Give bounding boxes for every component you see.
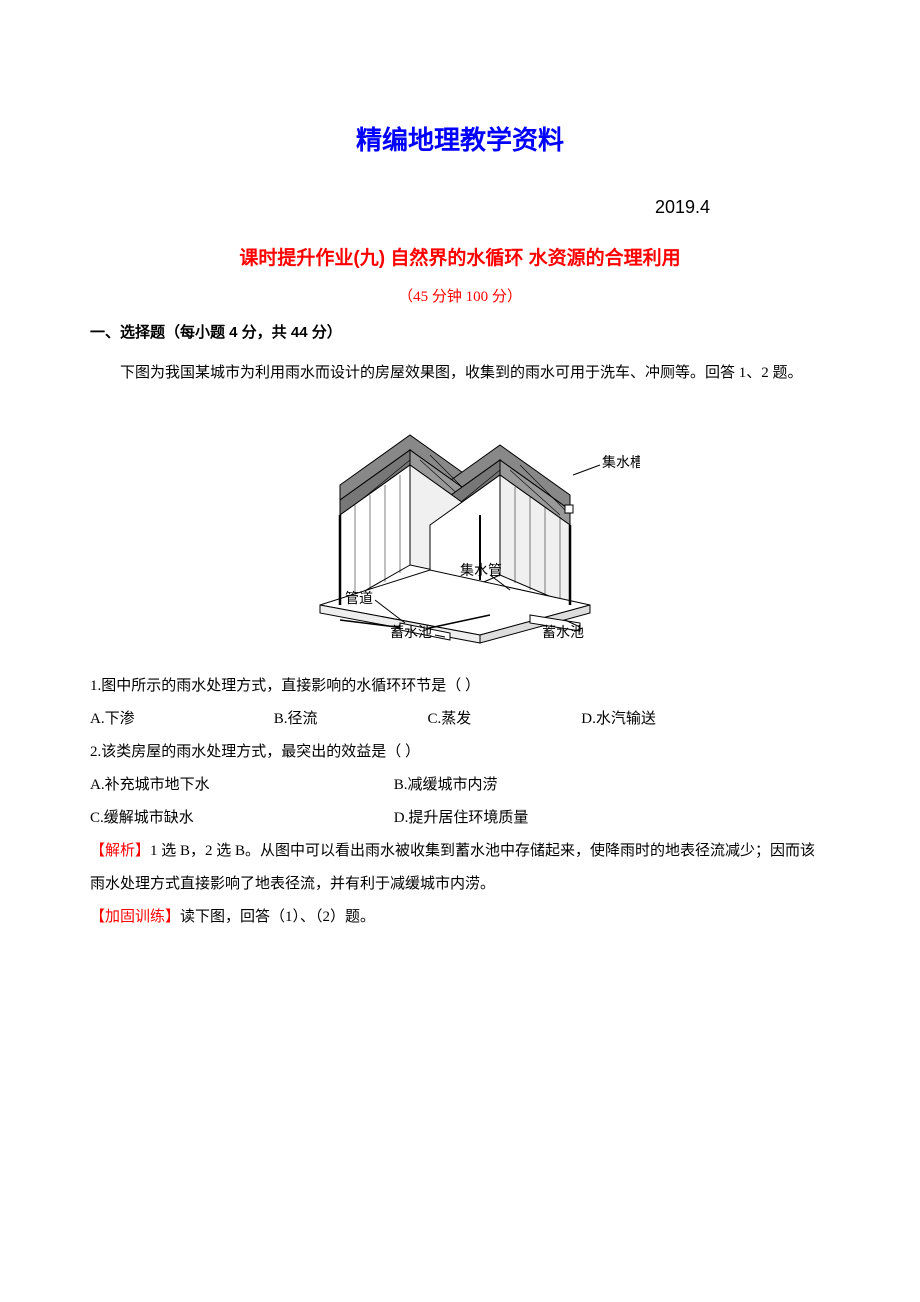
q1-stem: 1.图中所示的雨水处理方式，直接影响的水循环环节是（ ） [90,670,830,703]
q2-options-row1: A.补充城市地下水 B.减缓城市内涝 [90,769,830,802]
label-jishuicao: 集水槽 [602,454,640,471]
consolidation-label: 【加固训练】 [90,909,180,925]
date: 2019.4 [90,197,830,218]
subtitle: 课时提升作业(九) 自然界的水循环 水资源的合理利用 [90,243,830,270]
label-guandao: 管道 [345,591,373,607]
q2-opt-a: A.补充城市地下水 [90,769,390,802]
passage-1: 下图为我国某城市为利用雨水而设计的房屋效果图，收集到的雨水可用于洗车、冲厕等。回… [90,357,830,390]
q1-options: A.下渗 B.径流 C.蒸发 D.水汽输送 [90,703,830,736]
q1-opt-d: D.水汽输送 [581,703,656,736]
main-title: 精编地理教学资料 [90,120,830,157]
q1-opt-a: A.下渗 [90,703,270,736]
q2-opt-b: B.减缓城市内涝 [394,769,694,802]
analysis: 【解析】1 选 B，2 选 B。从图中可以看出雨水被收集到蓄水池中存储起来，使降… [90,835,830,901]
consolidation-text: 读下图，回答（1）、（2）题。 [180,909,375,925]
q2-stem: 2.该类房屋的雨水处理方式，最突出的效益是（ ） [90,736,830,769]
house-svg: 集水槽 管道 集水管 蓄水池 蓄水池 [280,405,640,645]
timing: （45 分钟 100 分） [90,285,830,306]
consolidation: 【加固训练】读下图，回答（1）、（2）题。 [90,901,830,934]
label-xushuichi-right: 蓄水池 [542,625,584,641]
q2-opt-c: C.缓解城市缺水 [90,802,390,835]
house-diagram: 集水槽 管道 集水管 蓄水池 蓄水池 [90,405,830,650]
q2-options-row2: C.缓解城市缺水 D.提升居住环境质量 [90,802,830,835]
q1-opt-c: C.蒸发 [428,703,578,736]
label-jishuiguan: 集水管 [460,562,502,579]
label-xushuichi-left: 蓄水池 [390,625,432,641]
q2-opt-d: D.提升居住环境质量 [394,802,694,835]
analysis-label: 【解析】 [90,843,150,859]
q1-opt-b: B.径流 [274,703,424,736]
analysis-text: 1 选 B，2 选 B。从图中可以看出雨水被收集到蓄水池中存储起来，使降雨时的地… [90,843,815,892]
section-1-header: 一、选择题（每小题 4 分，共 44 分） [90,321,830,342]
